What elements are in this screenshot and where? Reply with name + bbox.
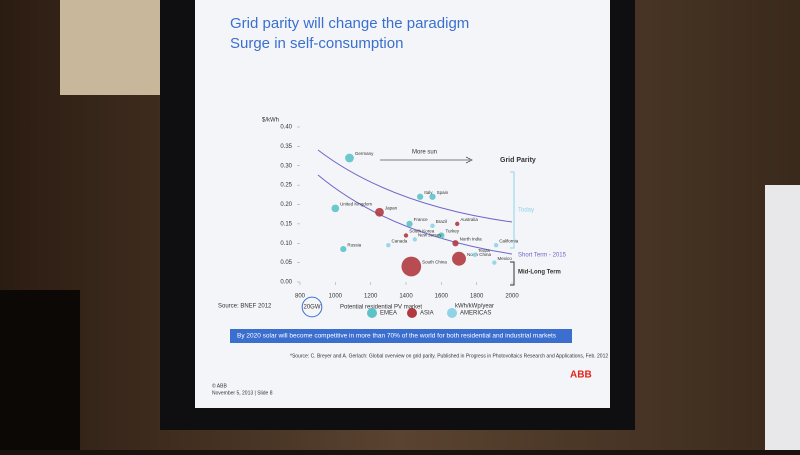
bubble-label: Brazil [436,219,447,224]
bubble [401,256,422,277]
bubble-label: California [499,238,519,243]
x-tick-label: 1200 [364,294,378,300]
bubble [438,232,445,239]
bubble [412,237,418,242]
copyright: © ABB [212,382,227,389]
bubble [403,233,409,238]
bubble-label: Canada [392,238,408,243]
bubble-label: North China [467,252,492,257]
x-tick-label: 1000 [329,294,343,300]
y-tick-label: 0.20 [280,202,292,208]
window [60,0,160,95]
bubble [472,252,478,258]
bubble [455,221,460,227]
bubble [340,245,347,253]
bubble-label: South China [422,260,447,265]
bubble [345,153,354,163]
parity-curve [317,174,513,255]
slide [195,0,610,408]
bubble [492,260,497,265]
legend-swatch [407,308,417,318]
bubble [430,223,435,229]
y-tick-label: 0.30 [280,163,292,169]
x-tick-label: 800 [295,294,306,300]
bubble-label: United Kingdom [340,202,372,207]
y-tick-label: 0.05 [280,260,292,266]
zone-label: Today [518,208,534,214]
size-legend-text: Potential residential PV market [340,305,422,311]
x-tick-label: 1400 [399,294,413,300]
bubble-label: Spain [437,190,449,195]
y-axis-label: $/kWh [262,118,279,124]
podium [0,290,80,450]
banner-text: By 2020 solar will become competitive in… [237,333,557,340]
bubble-label: Italy [424,190,433,195]
bubble [417,193,424,200]
slide-title: Grid parity will change the paradigm [230,15,469,32]
legend-swatch [447,308,457,318]
logo: ABB [570,370,592,381]
bubble-label: Texas [478,248,491,253]
bubble [406,220,413,227]
legend-label: ASIA [420,311,434,317]
bubble-label: France [414,217,429,222]
bubble-label: Japan [385,205,398,210]
bubble-label: New Jersey [418,233,442,238]
banner-box [230,329,572,343]
arrow-head [465,156,473,164]
x-tick-label: 2000 [505,294,519,300]
bubble-label: Mexico [498,256,513,261]
size-legend-label: 20GW [303,305,320,311]
footnote: *Source: C. Breyer and A. Gerlach: Globa… [290,353,608,359]
bubble [452,240,459,247]
x-tick-label: 1800 [470,294,484,300]
y-tick-label: 0.00 [280,280,292,286]
legend-swatch [367,308,377,318]
bubble [493,242,499,248]
size-legend-bubble [301,296,323,318]
legend-label: EMEA [380,311,397,317]
x-tick-label: 1600 [435,294,449,300]
zone-label: Mid-Long Term [518,270,561,276]
y-tick-label: 0.40 [280,125,292,131]
bubble-label: Turkey [445,229,459,234]
bubble [375,207,384,217]
y-tick-label: 0.35 [280,144,292,150]
slide-subtitle: Surge in self-consumption [230,35,403,52]
bubble [429,193,436,200]
bubble [331,204,340,213]
slide-date: November 5, 2013 | Slide 8 [212,390,273,396]
x-axis-label: kWh/kWp/year [455,304,494,310]
zone-bracket [510,171,515,249]
y-tick-label: 0.10 [280,241,292,247]
zone-label: Short Term - 2015 [518,253,567,259]
parity-curve [317,149,513,223]
bubble-label: Australia [460,217,478,222]
bubble-label: Russia [347,242,361,247]
bubble-label: North India [460,236,483,241]
legend-label: AMERICAS [460,311,491,317]
bubble [452,251,466,266]
more-sun-label: More sun [412,150,437,156]
y-tick-label: 0.15 [280,221,292,227]
y-tick-label: 0.25 [280,183,292,189]
grid-parity-label: Grid Parity [500,157,536,164]
bubble-label: South Korea [409,229,435,234]
bubble [386,242,391,248]
bubble-label: Germany [355,151,374,156]
source-note: Source: BNEF 2012 [218,304,272,310]
banner-stand [765,185,800,450]
